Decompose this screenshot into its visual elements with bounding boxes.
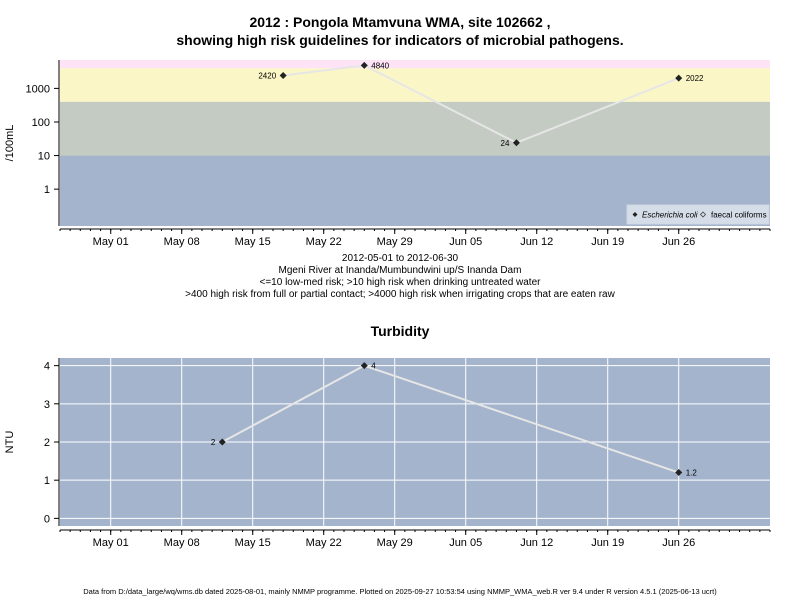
- y-tick-label: 2: [44, 437, 50, 449]
- y-tick-label: 1: [44, 475, 50, 487]
- chart-title-line2: showing high risk guidelines for indicat…: [176, 32, 624, 48]
- legend-box: [626, 204, 770, 225]
- legend-marker-ecoli: [632, 212, 638, 217]
- y-tick-label: 3: [44, 399, 50, 411]
- y-tick-label: 4: [44, 361, 50, 373]
- data-point: [675, 469, 683, 477]
- data-label: 4: [371, 362, 376, 371]
- risk-band: [60, 60, 770, 69]
- y-tick-label: 1000: [26, 83, 50, 95]
- y-tick-label: 1: [44, 184, 50, 196]
- x-tick-label: Jun 19: [591, 236, 624, 248]
- x-tick-label: May 01: [93, 537, 129, 549]
- data-label: 2: [211, 438, 216, 447]
- data-label: 4840: [371, 61, 389, 70]
- x-tick-label: May 08: [164, 236, 200, 248]
- x-tick-label: May 22: [306, 537, 342, 549]
- caption-contact-risk: >400 high risk from full or partial cont…: [185, 289, 615, 300]
- data-point: [279, 71, 287, 79]
- y-tick-label: 100: [32, 117, 50, 129]
- x-tick-label: May 01: [93, 236, 129, 248]
- x-tick-label: Jun 26: [662, 537, 695, 549]
- microbial-chart: 1 10 100 1000 May 01 May 08 May 15 May 22 May 29…: [4, 60, 771, 248]
- data-label: 2420: [258, 71, 276, 80]
- chart-caption: 2012-05-01 to 2012-06-30 Mgeni River at …: [0, 253, 800, 301]
- data-point: [218, 438, 226, 446]
- y-axis-title: /100mL: [4, 125, 16, 162]
- turbidity-title: Turbidity: [370, 323, 430, 339]
- x-tick-label: May 15: [235, 236, 271, 248]
- legend-label-faecal: faecal coliforms: [711, 211, 767, 220]
- caption-drinking-risk: <=10 low-med risk; >10 high risk when dr…: [259, 277, 541, 288]
- legend-marker-faecal: [699, 211, 707, 218]
- x-tick-label: May 08: [164, 537, 200, 549]
- data-point: [360, 61, 368, 69]
- x-tick-label: Jun 19: [591, 537, 624, 549]
- data-point: [675, 74, 683, 82]
- y-tick-label: 10: [38, 151, 50, 163]
- data-label: 1.2: [686, 469, 698, 478]
- data-label: 2022: [686, 74, 704, 83]
- data-point: [512, 139, 520, 147]
- footer-note: Data from D:/data_large/wq/wms.db dated …: [83, 587, 717, 596]
- y-tick-label: 0: [44, 513, 50, 525]
- x-tick-label: Jun 12: [520, 537, 553, 549]
- y-axis-title: NTU: [4, 431, 16, 454]
- caption-date-range: 2012-05-01 to 2012-06-30: [341, 253, 459, 264]
- x-tick-label: May 15: [235, 537, 271, 549]
- x-tick-label: May 22: [306, 236, 342, 248]
- x-tick-label: May 29: [377, 236, 413, 248]
- x-tick-label: Jun 05: [449, 236, 482, 248]
- series-line: [283, 64, 680, 144]
- caption-site: Mgeni River at Inanda/Mumbundwini up/S I…: [278, 265, 522, 276]
- chart-title-line1: 2012 : Pongola Mtamvuna WMA, site 102662…: [249, 14, 551, 30]
- x-tick-label: Jun 12: [520, 236, 553, 248]
- x-tick-label: Jun 26: [662, 236, 695, 248]
- legend-label-ecoli: Escherichia coli: [642, 211, 698, 220]
- risk-band: [60, 101, 770, 156]
- x-tick-label: May 29: [377, 537, 413, 549]
- x-tick-label: Jun 05: [449, 537, 482, 549]
- risk-band: [60, 68, 770, 102]
- data-label: 24: [501, 139, 510, 148]
- data-point: [360, 362, 368, 370]
